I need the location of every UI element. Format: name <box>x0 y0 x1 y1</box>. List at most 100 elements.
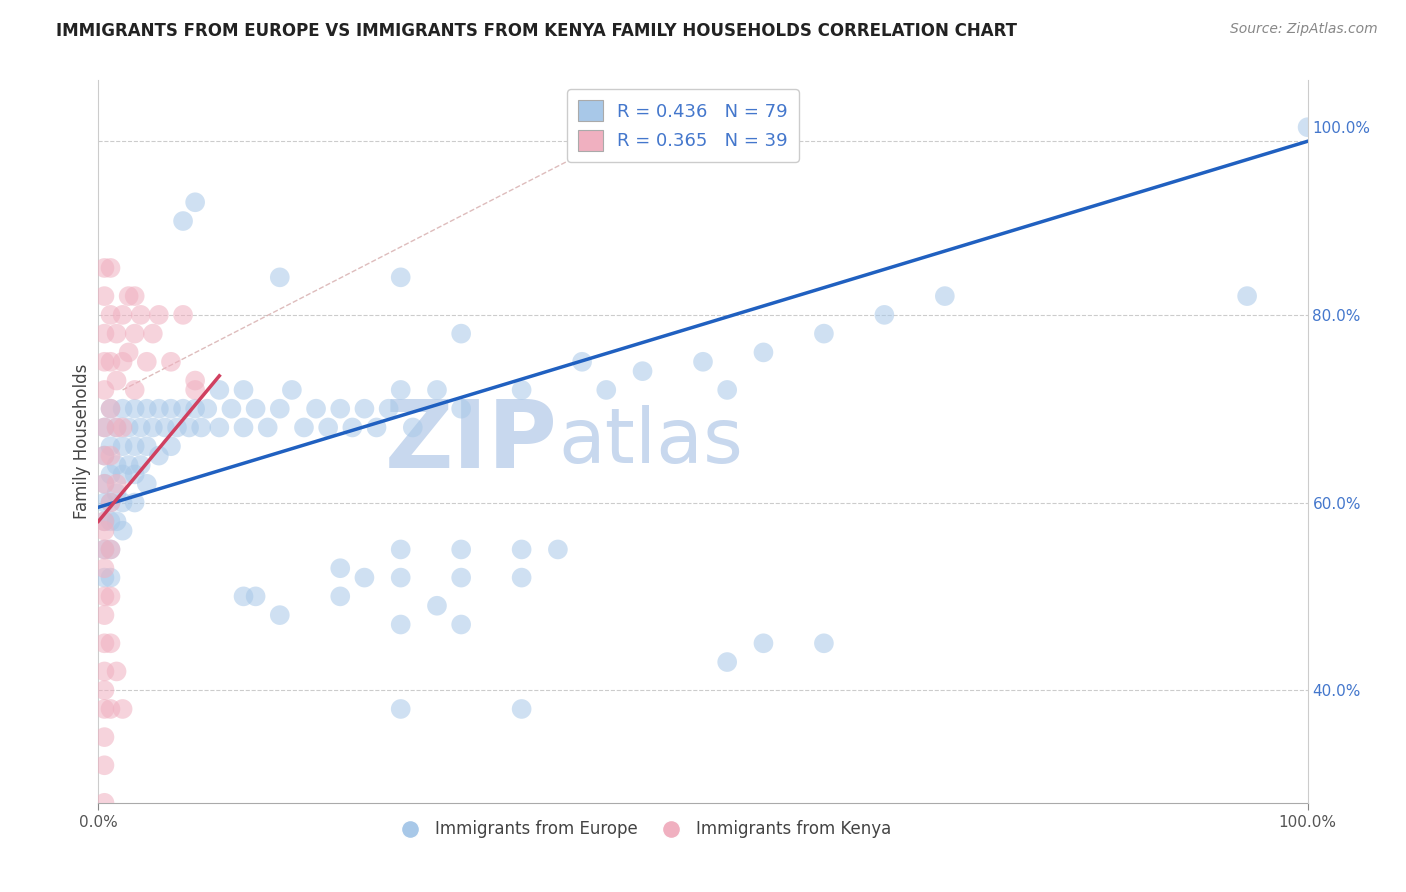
Point <box>510 383 533 397</box>
Point <box>934 289 956 303</box>
Point <box>426 383 449 397</box>
Point <box>329 561 352 575</box>
Point <box>93 383 115 397</box>
Point <box>111 467 134 482</box>
Point <box>93 449 115 463</box>
Point <box>93 730 115 744</box>
Point <box>105 420 128 434</box>
Point <box>389 270 412 285</box>
Point <box>93 758 115 772</box>
Point <box>305 401 328 416</box>
Point <box>184 374 207 388</box>
Point <box>100 514 122 528</box>
Point <box>111 439 134 453</box>
Point <box>377 401 399 416</box>
Point <box>450 617 472 632</box>
Point <box>269 270 291 285</box>
Point <box>111 420 134 434</box>
Point <box>208 383 231 397</box>
Point <box>450 326 472 341</box>
Point <box>716 383 738 397</box>
Point <box>232 590 254 604</box>
Point <box>135 401 157 416</box>
Point <box>124 383 146 397</box>
Point <box>93 524 115 538</box>
Point <box>184 401 207 416</box>
Point <box>135 476 157 491</box>
Point <box>100 495 122 509</box>
Point <box>316 420 339 434</box>
Point <box>1296 120 1319 135</box>
Point <box>93 702 115 716</box>
Point <box>631 364 654 378</box>
Text: ZIP: ZIP <box>385 395 558 488</box>
Point <box>93 355 115 369</box>
Point <box>100 542 122 557</box>
Point <box>100 702 122 716</box>
Point <box>547 542 569 557</box>
Point <box>100 401 122 416</box>
Point <box>124 495 146 509</box>
Point <box>93 665 115 679</box>
Point <box>124 439 146 453</box>
Point <box>93 571 115 585</box>
Point <box>426 599 449 613</box>
Point <box>93 476 115 491</box>
Point <box>105 374 128 388</box>
Point <box>93 561 115 575</box>
Point <box>93 495 115 509</box>
Point <box>93 449 115 463</box>
Point <box>402 420 425 434</box>
Point <box>142 420 165 434</box>
Point <box>93 289 115 303</box>
Point <box>93 590 115 604</box>
Point <box>100 636 122 650</box>
Point <box>93 420 115 434</box>
Point <box>281 383 304 397</box>
Point <box>172 401 194 416</box>
Point <box>100 571 122 585</box>
Point <box>111 308 134 322</box>
Point <box>353 571 375 585</box>
Point <box>353 401 375 416</box>
Point <box>105 326 128 341</box>
Point <box>93 542 115 557</box>
Point <box>329 401 352 416</box>
Point <box>813 326 835 341</box>
Point <box>172 214 194 228</box>
Point <box>195 401 218 416</box>
Point <box>692 355 714 369</box>
Text: Source: ZipAtlas.com: Source: ZipAtlas.com <box>1230 22 1378 37</box>
Point <box>153 420 176 434</box>
Point <box>389 383 412 397</box>
Point <box>148 308 170 322</box>
Point <box>93 542 115 557</box>
Point <box>105 458 128 472</box>
Point <box>179 420 201 434</box>
Point <box>245 590 267 604</box>
Point <box>450 571 472 585</box>
Point <box>269 401 291 416</box>
Point <box>256 420 278 434</box>
Point <box>292 420 315 434</box>
Point <box>100 308 122 322</box>
Point <box>118 458 141 472</box>
Point <box>184 383 207 397</box>
Point <box>135 439 157 453</box>
Point <box>716 655 738 669</box>
Point <box>100 449 122 463</box>
Point <box>752 345 775 359</box>
Legend: Immigrants from Europe, Immigrants from Kenya: Immigrants from Europe, Immigrants from … <box>387 814 898 845</box>
Point <box>100 542 122 557</box>
Point <box>342 420 364 434</box>
Point <box>389 617 412 632</box>
Point <box>124 289 146 303</box>
Point <box>135 355 157 369</box>
Point <box>118 289 141 303</box>
Point <box>118 420 141 434</box>
Point <box>366 420 388 434</box>
Point <box>93 796 115 810</box>
Point <box>595 383 617 397</box>
Point <box>93 636 115 650</box>
Point <box>184 195 207 210</box>
